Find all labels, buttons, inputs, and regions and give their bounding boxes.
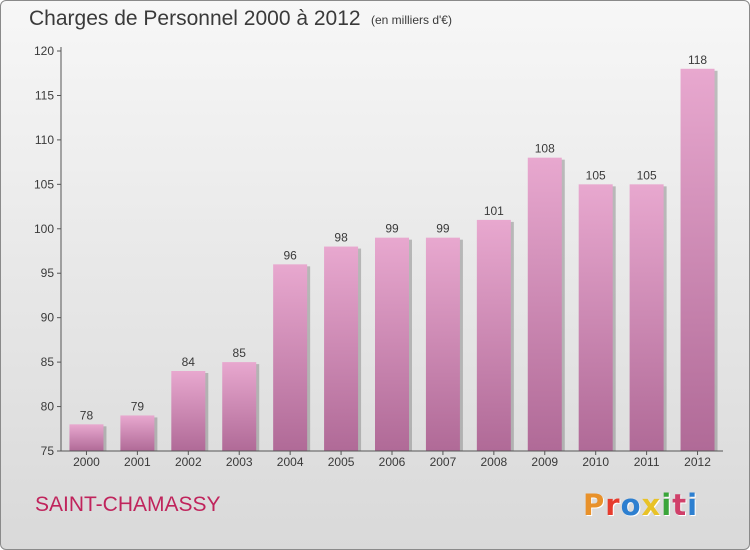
proxiti-logo[interactable]: Proxiti: [583, 488, 698, 522]
bar: [476, 219, 511, 451]
data-label: 108: [535, 142, 555, 156]
y-tick-label: 110: [35, 133, 54, 147]
y-tick-label: 120: [34, 44, 54, 58]
x-tick-label: 2006: [379, 455, 406, 469]
data-label: 105: [586, 168, 606, 182]
data-label: 84: [182, 355, 196, 369]
logo-letter: P: [583, 488, 606, 522]
bar: [171, 371, 206, 451]
y-tick-label: 90: [41, 311, 55, 325]
logo-letter: r: [605, 488, 621, 522]
x-tick-label: 2007: [430, 455, 457, 469]
data-label: 96: [283, 248, 297, 262]
logo-letter: t: [672, 488, 688, 522]
bar: [578, 184, 613, 452]
x-tick-label: 2000: [73, 455, 100, 469]
axes-layer: 2000 2001 2002 2003 2004 2005 2006 2007 2008 2009…: [34, 44, 723, 469]
x-tick-label: 2001: [124, 455, 151, 469]
data-label: 85: [233, 346, 247, 360]
x-tick-label: 2002: [175, 455, 202, 469]
data-label: 78: [80, 408, 94, 422]
y-tick-label: 100: [34, 222, 54, 236]
location-name: SAINT-CHAMASSY: [35, 493, 221, 516]
x-tick-label: 2012: [684, 455, 711, 469]
chart-title: Charges de Personnel 2000 à 2012: [29, 7, 361, 30]
y-tick-label: 80: [41, 400, 55, 414]
logo-letter: x: [641, 488, 662, 522]
data-label: 105: [637, 168, 657, 182]
x-tick-label: 2005: [328, 455, 355, 469]
x-tick-label: 2010: [582, 455, 609, 469]
x-tick-label: 2008: [480, 455, 507, 469]
x-tick-label: 2003: [226, 455, 253, 469]
y-tick-label: 95: [41, 266, 55, 280]
bar: [120, 415, 155, 451]
y-tick-label: 75: [41, 444, 55, 458]
y-tick-label: 85: [41, 355, 55, 369]
bar: [69, 424, 104, 451]
logo-letter: i: [687, 488, 699, 522]
bars-layer: 78 79 84 85 96 98 99 99 101 108 105 105 118: [69, 53, 718, 452]
bar: [680, 68, 715, 452]
bar: [425, 237, 460, 451]
x-tick-label: 2011: [634, 455, 660, 469]
data-label: 79: [131, 399, 145, 413]
bar: [273, 264, 308, 451]
data-label: 118: [688, 53, 707, 67]
logo-letter: i: [661, 488, 673, 522]
logo-letter: o: [620, 488, 642, 522]
x-tick-label: 2004: [277, 455, 304, 469]
data-label: 98: [334, 231, 348, 245]
chart-subtitle: (en milliers d'€): [371, 13, 452, 27]
x-tick-label: 2009: [531, 455, 558, 469]
bar: [222, 362, 257, 451]
bar: [324, 246, 359, 451]
data-label: 99: [385, 222, 399, 236]
data-label: 101: [484, 204, 504, 218]
bar: [527, 157, 562, 451]
y-tick-label: 115: [35, 88, 54, 102]
y-tick-label: 105: [34, 177, 54, 191]
bar: [375, 237, 409, 451]
data-label: 99: [436, 222, 450, 236]
bar: [629, 184, 664, 452]
